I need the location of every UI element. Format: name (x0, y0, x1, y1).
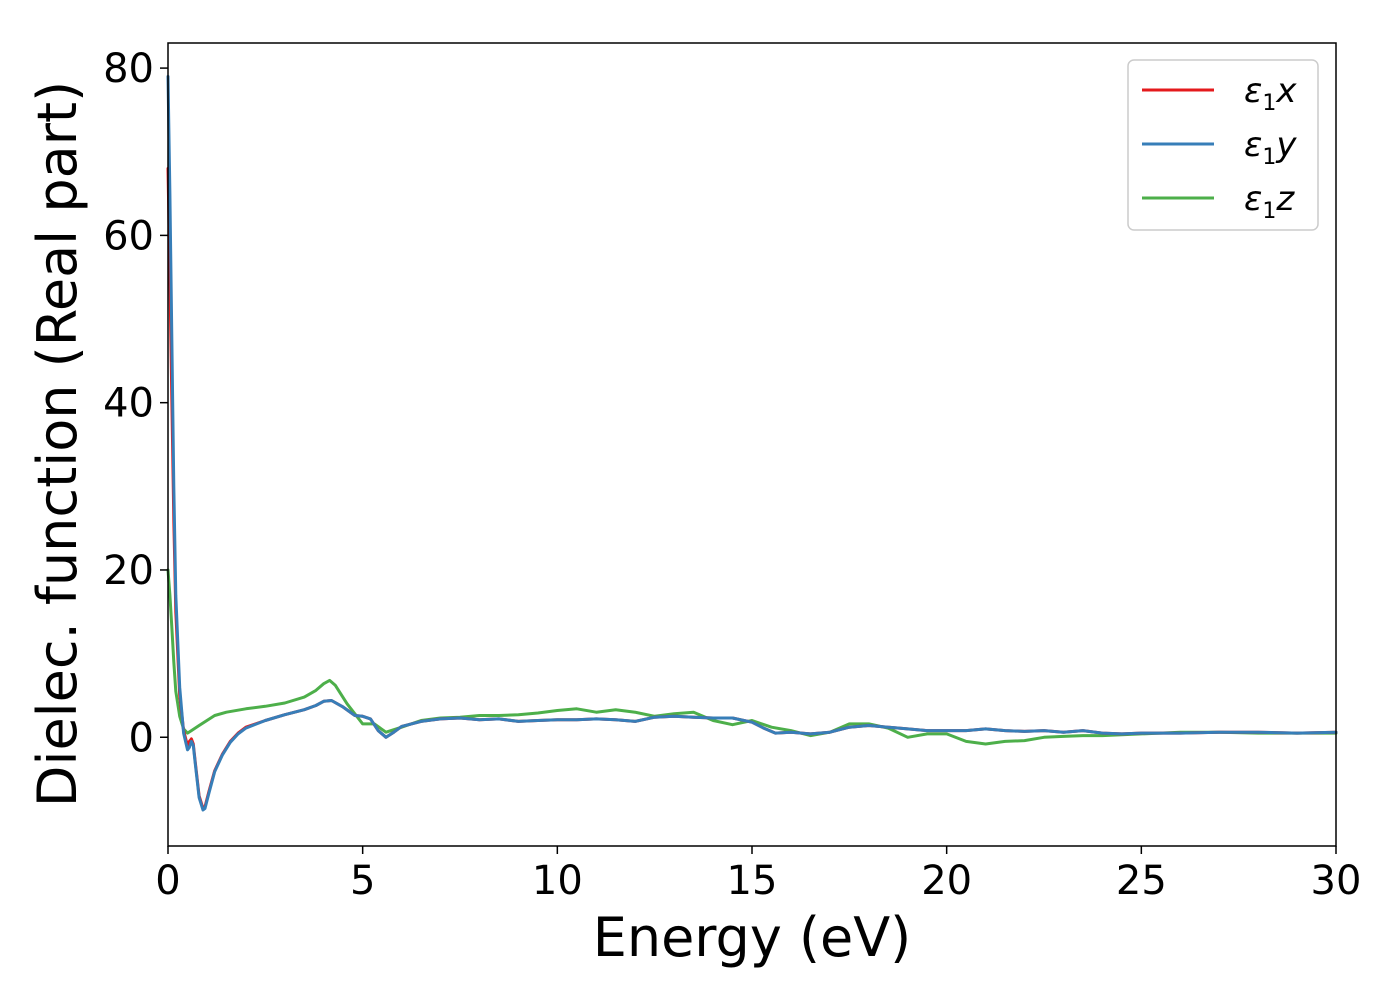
series-layer (166, 75, 1338, 812)
x-tick-label: 30 (1311, 858, 1362, 904)
series-line-y (166, 75, 1338, 812)
y-tick-label: 20 (103, 548, 154, 594)
legend-label-y: ε1y (1244, 125, 1297, 170)
y-tick-label: 0 (129, 715, 154, 761)
x-axis-label: Energy (eV) (593, 906, 912, 969)
y-tick-label: 80 (103, 46, 154, 92)
y-axis: 0 20 40 60 80 (103, 46, 168, 761)
x-tick-label: 0 (155, 858, 180, 904)
x-tick-label: 5 (350, 858, 375, 904)
legend-box (1127, 59, 1319, 231)
x-axis: 0 5 10 15 20 25 30 (155, 846, 1361, 904)
y-tick-label: 40 (103, 381, 154, 427)
series-line-z (166, 568, 1338, 746)
y-tick-label: 60 (103, 213, 154, 259)
legend-label-x: ε1x (1244, 71, 1297, 116)
y-axis-label: Dielec. function (Real part) (26, 81, 89, 807)
legend: ε1x ε1y ε1z (1127, 59, 1319, 231)
x-tick-label: 10 (532, 858, 583, 904)
legend-label-z: ε1z (1244, 179, 1295, 224)
x-tick-label: 15 (727, 858, 778, 904)
x-tick-label: 25 (1116, 858, 1167, 904)
x-tick-label: 20 (921, 858, 972, 904)
